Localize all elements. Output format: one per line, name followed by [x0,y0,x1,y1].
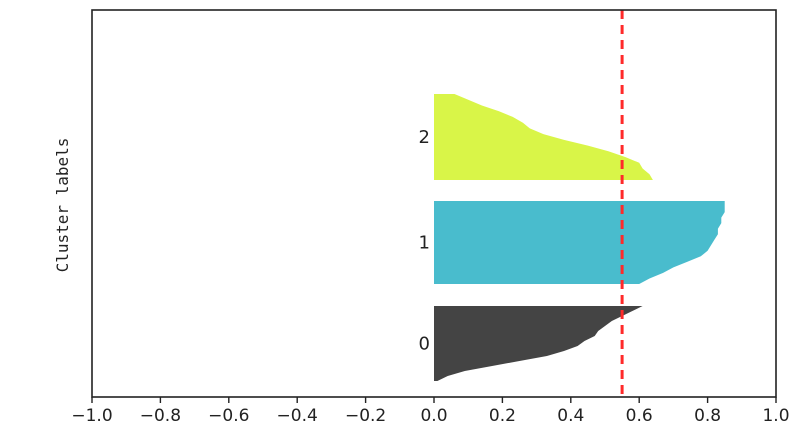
x-tick-label: 0.2 [489,406,516,426]
plot-frame [91,9,777,398]
cluster-label-2: 2 [419,127,430,148]
cluster-0-silhouette [434,306,643,381]
x-tick-label: −0.2 [345,406,386,426]
cluster-label-0: 0 [419,334,430,355]
x-tick-label: 0.8 [694,406,721,426]
x-tick-label: −0.4 [277,406,318,426]
cluster-bars [434,94,725,381]
cluster-2-silhouette [434,94,653,180]
cluster-1-silhouette [434,201,725,284]
cluster-labels: 0 1 2 [419,127,430,355]
x-tick-label: −0.8 [140,406,181,426]
x-tick-label: 0.0 [420,406,447,426]
x-tick-label: −1.0 [71,406,112,426]
x-tick-label: 0.6 [626,406,653,426]
cluster-label-1: 1 [419,233,430,254]
x-axis-ticks: −1.0 −0.8 −0.6 −0.4 −0.2 0.0 0.2 0.4 0.6 0.8 1.0 [71,397,790,426]
x-tick-label: 1.0 [762,406,789,426]
x-tick-label: 0.4 [557,406,584,426]
x-tick-label: −0.6 [208,406,249,426]
y-axis-title: Cluster labels [53,138,72,273]
